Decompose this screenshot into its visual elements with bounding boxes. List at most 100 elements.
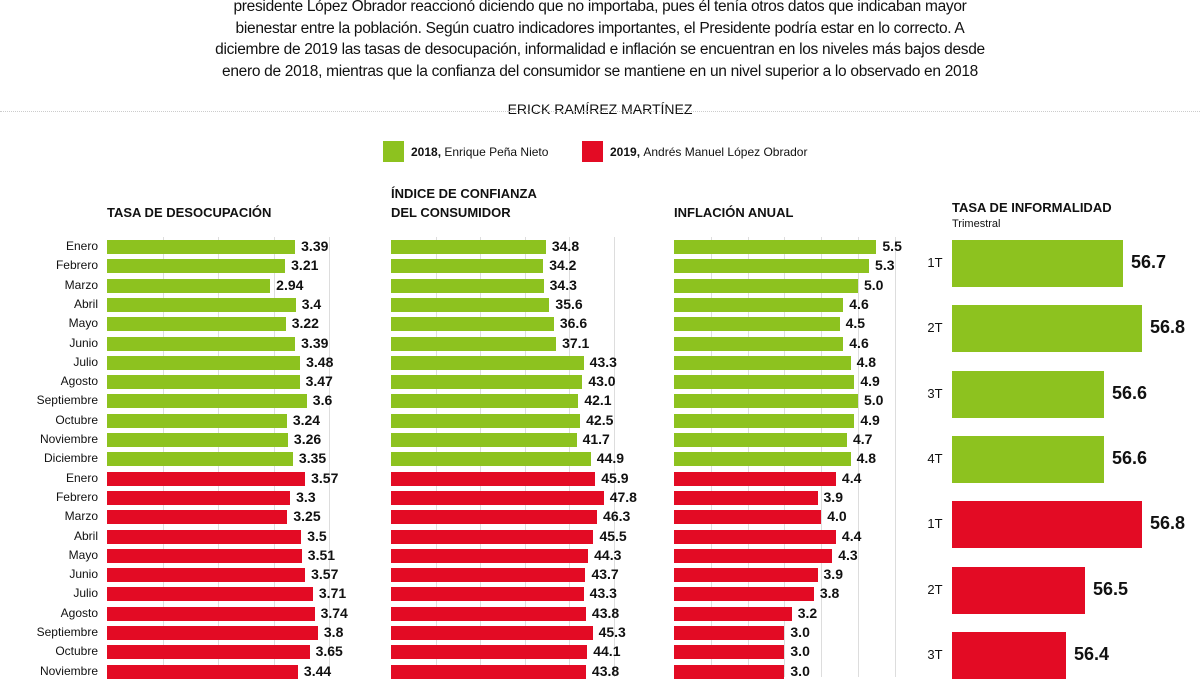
category-label: Mayo bbox=[68, 316, 98, 331]
bar bbox=[391, 626, 593, 640]
data-label: 43.8 bbox=[591, 662, 620, 679]
data-label: 4.3 bbox=[838, 546, 858, 563]
bar bbox=[674, 471, 836, 486]
bar bbox=[391, 664, 586, 679]
data-label: 4.7 bbox=[852, 431, 873, 447]
data-label: 3.9 bbox=[823, 488, 843, 505]
intro-line: enero de 2018, mientras que la confianza… bbox=[222, 62, 978, 80]
category-label: Octubre bbox=[55, 412, 98, 427]
bar bbox=[674, 433, 847, 447]
legend-year: 2018, bbox=[411, 144, 442, 159]
data-label: 5.5 bbox=[882, 238, 902, 254]
data-label: 3.22 bbox=[291, 315, 319, 332]
bar bbox=[674, 413, 855, 428]
data-label: 37.1 bbox=[562, 334, 590, 351]
data-label: 56.7 bbox=[1131, 252, 1167, 272]
bar bbox=[674, 394, 858, 409]
intro-line: diciembre de 2019 las tasas de desocupac… bbox=[215, 41, 985, 58]
bar bbox=[674, 259, 870, 274]
bar bbox=[391, 336, 557, 351]
data-label: 56.6 bbox=[1112, 382, 1148, 403]
bar bbox=[391, 568, 586, 583]
data-label: 34.2 bbox=[549, 257, 577, 274]
data-label: 44.9 bbox=[596, 450, 625, 467]
category-label: 4T bbox=[927, 450, 943, 466]
data-label: 3.25 bbox=[293, 508, 321, 525]
category-label: 2T bbox=[927, 320, 943, 336]
data-label: 3.3 bbox=[296, 488, 316, 505]
bar bbox=[674, 529, 836, 544]
bar bbox=[391, 278, 544, 293]
category-label: Julio bbox=[73, 586, 98, 601]
bar bbox=[391, 413, 581, 428]
bar bbox=[107, 375, 300, 390]
bar bbox=[391, 375, 583, 390]
data-label: 3.48 bbox=[306, 353, 334, 370]
bar bbox=[107, 452, 293, 467]
data-label: 3.9 bbox=[823, 566, 843, 583]
data-label: 42.5 bbox=[586, 411, 614, 428]
data-label: 42.1 bbox=[584, 392, 612, 409]
data-label: 44.1 bbox=[593, 643, 621, 660]
bar bbox=[674, 355, 851, 370]
chart-title: TASA DE INFORMALIDAD bbox=[952, 200, 1112, 215]
data-label: 5.0 bbox=[864, 392, 884, 409]
bar bbox=[952, 370, 1104, 418]
data-label: 3.47 bbox=[305, 373, 333, 390]
legend-swatch bbox=[582, 141, 603, 162]
bar bbox=[391, 606, 586, 621]
bar bbox=[391, 297, 550, 312]
bar bbox=[391, 394, 579, 409]
data-label: 3.0 bbox=[790, 624, 810, 640]
category-label: 2T bbox=[927, 581, 943, 597]
bar bbox=[674, 336, 844, 351]
bar bbox=[107, 336, 296, 351]
data-label: 2.94 bbox=[276, 276, 304, 293]
data-label: 5.3 bbox=[875, 257, 895, 274]
legend-year: 2019, bbox=[610, 144, 641, 159]
bar bbox=[107, 278, 271, 293]
data-label: 3.8 bbox=[819, 585, 840, 602]
byline: ERICK RAMÍREZ MARTÍNEZ bbox=[507, 101, 693, 117]
category-label: Marzo bbox=[64, 509, 98, 524]
category-label: Abril bbox=[73, 296, 98, 311]
data-label: 3.35 bbox=[298, 450, 327, 467]
data-label: 4.9 bbox=[860, 373, 880, 390]
bar bbox=[952, 305, 1142, 353]
bar bbox=[107, 240, 296, 254]
data-label: 3.26 bbox=[293, 431, 322, 447]
bar bbox=[391, 587, 584, 602]
category-label: 1T bbox=[927, 516, 943, 532]
chart-subtitle: Trimestral bbox=[952, 218, 1001, 230]
data-label: 3.8 bbox=[323, 624, 344, 640]
bar bbox=[674, 510, 822, 525]
bar bbox=[952, 501, 1142, 549]
bar bbox=[107, 529, 302, 544]
chart-title: TASA DE DESOCUPACIÓN bbox=[107, 205, 272, 220]
bar bbox=[107, 664, 298, 679]
data-label: 4.6 bbox=[849, 334, 869, 351]
chart-title: ÍNDICE DE CONFIANZA DEL CONSUMIDOR bbox=[391, 184, 537, 222]
category-label: 3T bbox=[927, 646, 943, 662]
legend-item-2018: 2018, Enrique Peña Nieto bbox=[383, 141, 548, 162]
bar bbox=[391, 645, 588, 660]
category-label: Agosto bbox=[60, 605, 98, 620]
category-label: Febrero bbox=[55, 489, 98, 504]
bar bbox=[674, 317, 840, 332]
category-label: 3T bbox=[927, 385, 943, 401]
data-label: 43.3 bbox=[589, 585, 617, 602]
gridline bbox=[894, 237, 896, 677]
data-label: 47.8 bbox=[609, 488, 637, 505]
category-label: Junio bbox=[69, 335, 98, 350]
data-label: 3.0 bbox=[790, 643, 810, 660]
data-label: 43.3 bbox=[589, 353, 617, 370]
data-label: 56.4 bbox=[1074, 643, 1110, 664]
data-label: 43.7 bbox=[591, 566, 619, 583]
bar bbox=[674, 548, 833, 563]
bar bbox=[391, 510, 598, 525]
category-label: Febrero bbox=[55, 258, 98, 273]
data-label: 4.8 bbox=[856, 353, 877, 370]
intro-line: presidente López Obrador reaccionó dicie… bbox=[233, 0, 967, 15]
data-label: 3.21 bbox=[291, 257, 319, 274]
category-label: Diciembre bbox=[43, 451, 98, 466]
